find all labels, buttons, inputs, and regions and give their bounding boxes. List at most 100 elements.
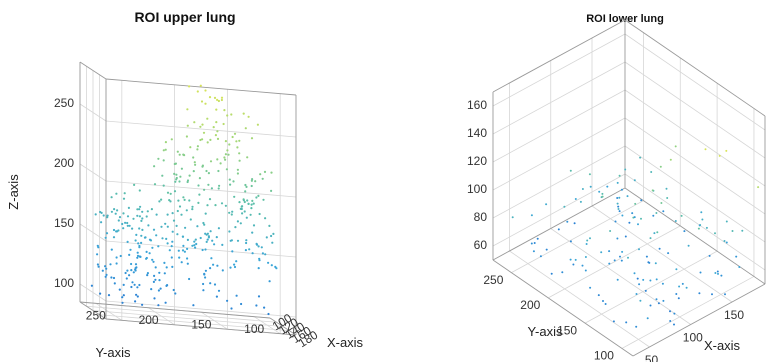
data-point <box>255 304 258 307</box>
data-point <box>698 292 701 295</box>
data-point <box>197 201 200 204</box>
grid-line <box>511 200 644 273</box>
data-point <box>129 248 132 251</box>
data-point <box>536 237 539 240</box>
data-point <box>238 159 241 162</box>
data-point <box>198 177 201 180</box>
data-point <box>616 237 619 240</box>
data-point <box>122 197 126 200</box>
grid-line <box>99 314 290 332</box>
data-point <box>138 189 141 192</box>
grid-line <box>92 310 284 327</box>
data-point <box>133 183 136 186</box>
data-point <box>735 255 738 258</box>
data-point <box>220 98 223 102</box>
data-point <box>216 98 219 101</box>
y-tick-label: 200 <box>139 313 159 327</box>
data-point <box>215 108 218 111</box>
data-point <box>196 225 199 228</box>
data-point <box>222 122 225 126</box>
data-point <box>656 231 659 234</box>
axes-box-edge <box>79 301 107 320</box>
data-point <box>224 140 227 143</box>
data-point <box>139 255 142 258</box>
data-point <box>168 249 171 252</box>
data-point <box>151 246 154 249</box>
data-point <box>716 270 719 273</box>
data-point <box>188 277 191 281</box>
grid-line <box>492 89 626 163</box>
z-tick-label: 200 <box>54 156 74 170</box>
data-point <box>116 209 119 212</box>
data-point <box>231 210 234 213</box>
data-point <box>640 199 643 202</box>
data-point <box>215 295 218 298</box>
data-point <box>616 202 619 205</box>
data-point <box>114 212 117 215</box>
data-point <box>169 192 172 195</box>
data-point <box>182 153 185 156</box>
data-point <box>700 211 703 214</box>
data-point <box>126 215 130 218</box>
data-point <box>158 200 161 203</box>
data-point <box>121 296 124 299</box>
data-point <box>184 226 187 229</box>
data-point <box>264 217 267 220</box>
data-point <box>161 237 164 240</box>
data-point <box>203 188 206 191</box>
data-point <box>233 195 236 198</box>
data-point <box>138 215 141 218</box>
data-point <box>199 138 202 142</box>
axes-box-edge <box>624 19 766 117</box>
data-point <box>243 210 246 213</box>
data-point <box>262 198 265 201</box>
data-point <box>618 174 621 177</box>
data-point <box>158 279 161 282</box>
data-point <box>134 239 137 242</box>
data-point <box>209 282 212 285</box>
data-point <box>136 208 139 211</box>
data-point <box>717 272 719 275</box>
data-point <box>226 299 229 302</box>
data-point <box>714 272 717 274</box>
grid-line <box>624 61 766 159</box>
data-point <box>192 170 195 173</box>
data-point <box>154 278 157 281</box>
data-point <box>584 256 587 258</box>
axes-box-edge <box>269 317 297 336</box>
data-point <box>183 250 186 253</box>
data-point <box>244 183 247 187</box>
data-point <box>166 213 169 216</box>
data-point <box>228 211 231 214</box>
data-point <box>208 96 212 99</box>
data-point <box>211 239 214 242</box>
data-point <box>639 299 642 302</box>
data-point <box>173 162 176 166</box>
data-point <box>155 234 158 237</box>
data-point <box>636 277 639 280</box>
data-point <box>153 165 156 168</box>
data-point <box>244 249 247 252</box>
data-point <box>141 228 144 231</box>
data-point <box>209 160 213 163</box>
data-point <box>172 288 175 292</box>
chart-title-upper: ROI upper lung <box>134 9 235 25</box>
axes-box-edge <box>492 19 626 93</box>
data-point <box>649 304 652 307</box>
data-point <box>185 209 188 212</box>
data-point <box>585 243 588 245</box>
data-point <box>655 278 658 281</box>
data-point <box>221 243 224 246</box>
data-point <box>124 221 127 224</box>
data-point <box>186 124 189 127</box>
data-point <box>731 230 734 232</box>
data-point <box>260 246 263 249</box>
data-point <box>191 205 194 208</box>
data-point <box>204 102 207 105</box>
data-point <box>251 199 254 202</box>
data-point <box>163 272 166 275</box>
data-point <box>183 198 186 201</box>
data-point <box>617 208 620 210</box>
data-point <box>270 171 273 174</box>
